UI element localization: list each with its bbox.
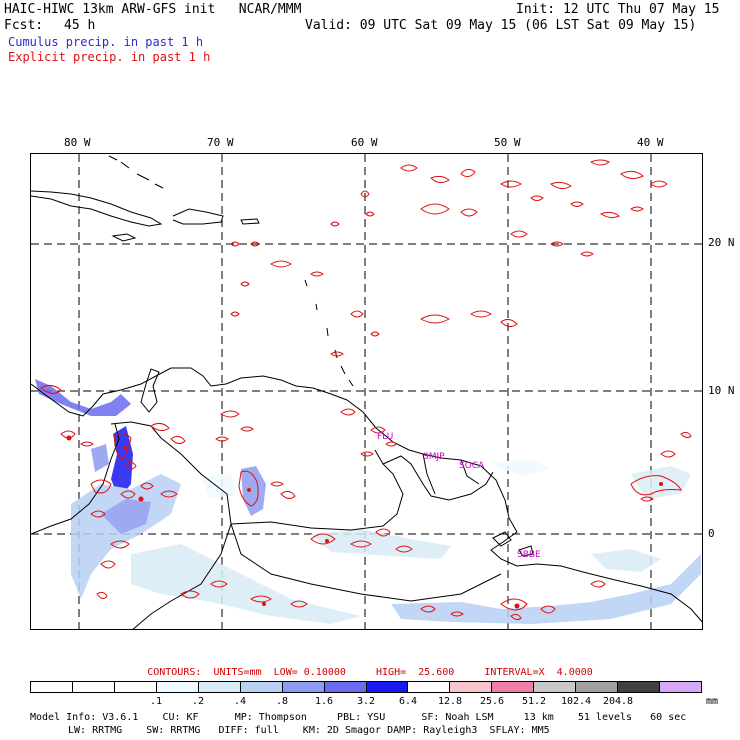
model-title: HAIC-HIWC 13km ARW-GFS init NCAR/MMM bbox=[4, 2, 302, 17]
city-label-flu: FLU bbox=[377, 432, 394, 442]
lat-label-0: 0 bbox=[708, 527, 715, 540]
legend-tick-label: .8 bbox=[275, 696, 289, 707]
lat-lon-grid bbox=[31, 154, 702, 629]
contours-high: HIGH= 25.600 bbox=[376, 667, 455, 678]
legend-swatch bbox=[660, 682, 701, 692]
legend-swatch bbox=[618, 682, 661, 692]
legend-tick-label: 12.8 bbox=[437, 696, 463, 707]
model-info-line2: LW: RRTMG SW: RRTMG DIFF: full KM: 2D Sm… bbox=[68, 725, 550, 736]
legend-swatch bbox=[324, 682, 367, 692]
color-legend-bar bbox=[30, 681, 702, 693]
legend-swatch bbox=[366, 682, 409, 692]
legend-units: mm bbox=[706, 696, 719, 707]
legend-tick-label: .1 bbox=[149, 696, 163, 707]
lon-label-60w: 60 W bbox=[351, 136, 378, 149]
legend-tick-label: 6.4 bbox=[398, 696, 418, 707]
legend-swatch bbox=[198, 682, 241, 692]
init-time: Init: 12 UTC Thu 07 May 15 bbox=[516, 2, 720, 17]
explicit-legend-text: Explicit precip. in past 1 h bbox=[8, 50, 211, 64]
lon-label-80w: 80 W bbox=[64, 136, 91, 149]
city-label-sbbe: SBBE bbox=[517, 550, 541, 560]
lat-label-10n: 10 N bbox=[708, 384, 735, 397]
explicit-precip-contours bbox=[40, 159, 692, 621]
legend-tick-label: 102.4 bbox=[560, 696, 592, 707]
forecast-label: Fcst: bbox=[4, 18, 44, 33]
legend-swatch bbox=[408, 682, 451, 692]
legend-tick-label: 3.2 bbox=[356, 696, 376, 707]
legend-swatch bbox=[492, 682, 535, 692]
legend-swatch bbox=[72, 682, 115, 692]
cumulus-precip-areas bbox=[35, 379, 701, 624]
contours-low: LOW= 0.10000 bbox=[273, 667, 346, 678]
map-canvas bbox=[31, 154, 702, 629]
city-label-soca: SOCA bbox=[459, 461, 485, 471]
legend-tick-label: 25.6 bbox=[479, 696, 505, 707]
legend-tick-label: 204.8 bbox=[602, 696, 634, 707]
legend-tick-label: 51.2 bbox=[521, 696, 547, 707]
legend-swatch bbox=[534, 682, 577, 692]
explicit-precip-cores bbox=[66, 435, 663, 609]
legend-swatch bbox=[31, 682, 73, 692]
lon-label-70w: 70 W bbox=[207, 136, 234, 149]
lon-label-50w: 50 W bbox=[494, 136, 521, 149]
legend-swatch bbox=[450, 682, 493, 692]
legend-swatch bbox=[240, 682, 283, 692]
model-info-line1: Model Info: V3.6.1 CU: KF MP: Thompson P… bbox=[30, 712, 687, 723]
legend-swatch bbox=[114, 682, 157, 692]
legend-swatch bbox=[576, 682, 619, 692]
legend-swatch bbox=[282, 682, 325, 692]
lon-label-40w: 40 W bbox=[637, 136, 664, 149]
lat-label-20n: 20 N bbox=[708, 236, 735, 249]
contours-units: UNITS=mm bbox=[213, 667, 262, 678]
legend-tick-label: .4 bbox=[233, 696, 247, 707]
contours-info: CONTOURS: UNITS=mm LOW= 0.10000 HIGH= 25… bbox=[0, 667, 740, 678]
legend-tick-label: .2 bbox=[191, 696, 205, 707]
contours-label: CONTOURS: bbox=[147, 667, 202, 678]
legend-swatch bbox=[156, 682, 199, 692]
contours-interval: INTERVAL=X 4.0000 bbox=[484, 667, 593, 678]
forecast-hour: 45 h bbox=[64, 18, 96, 33]
precip-map: FLU SMJP SOCA SBBE bbox=[30, 153, 703, 630]
valid-time: Valid: 09 UTC Sat 09 May 15 (06 LST Sat … bbox=[305, 18, 697, 33]
legend-tick-label: 1.6 bbox=[314, 696, 334, 707]
city-label-smjp: SMJP bbox=[423, 452, 445, 462]
cumulus-legend-text: Cumulus precip. in past 1 h bbox=[8, 35, 204, 49]
